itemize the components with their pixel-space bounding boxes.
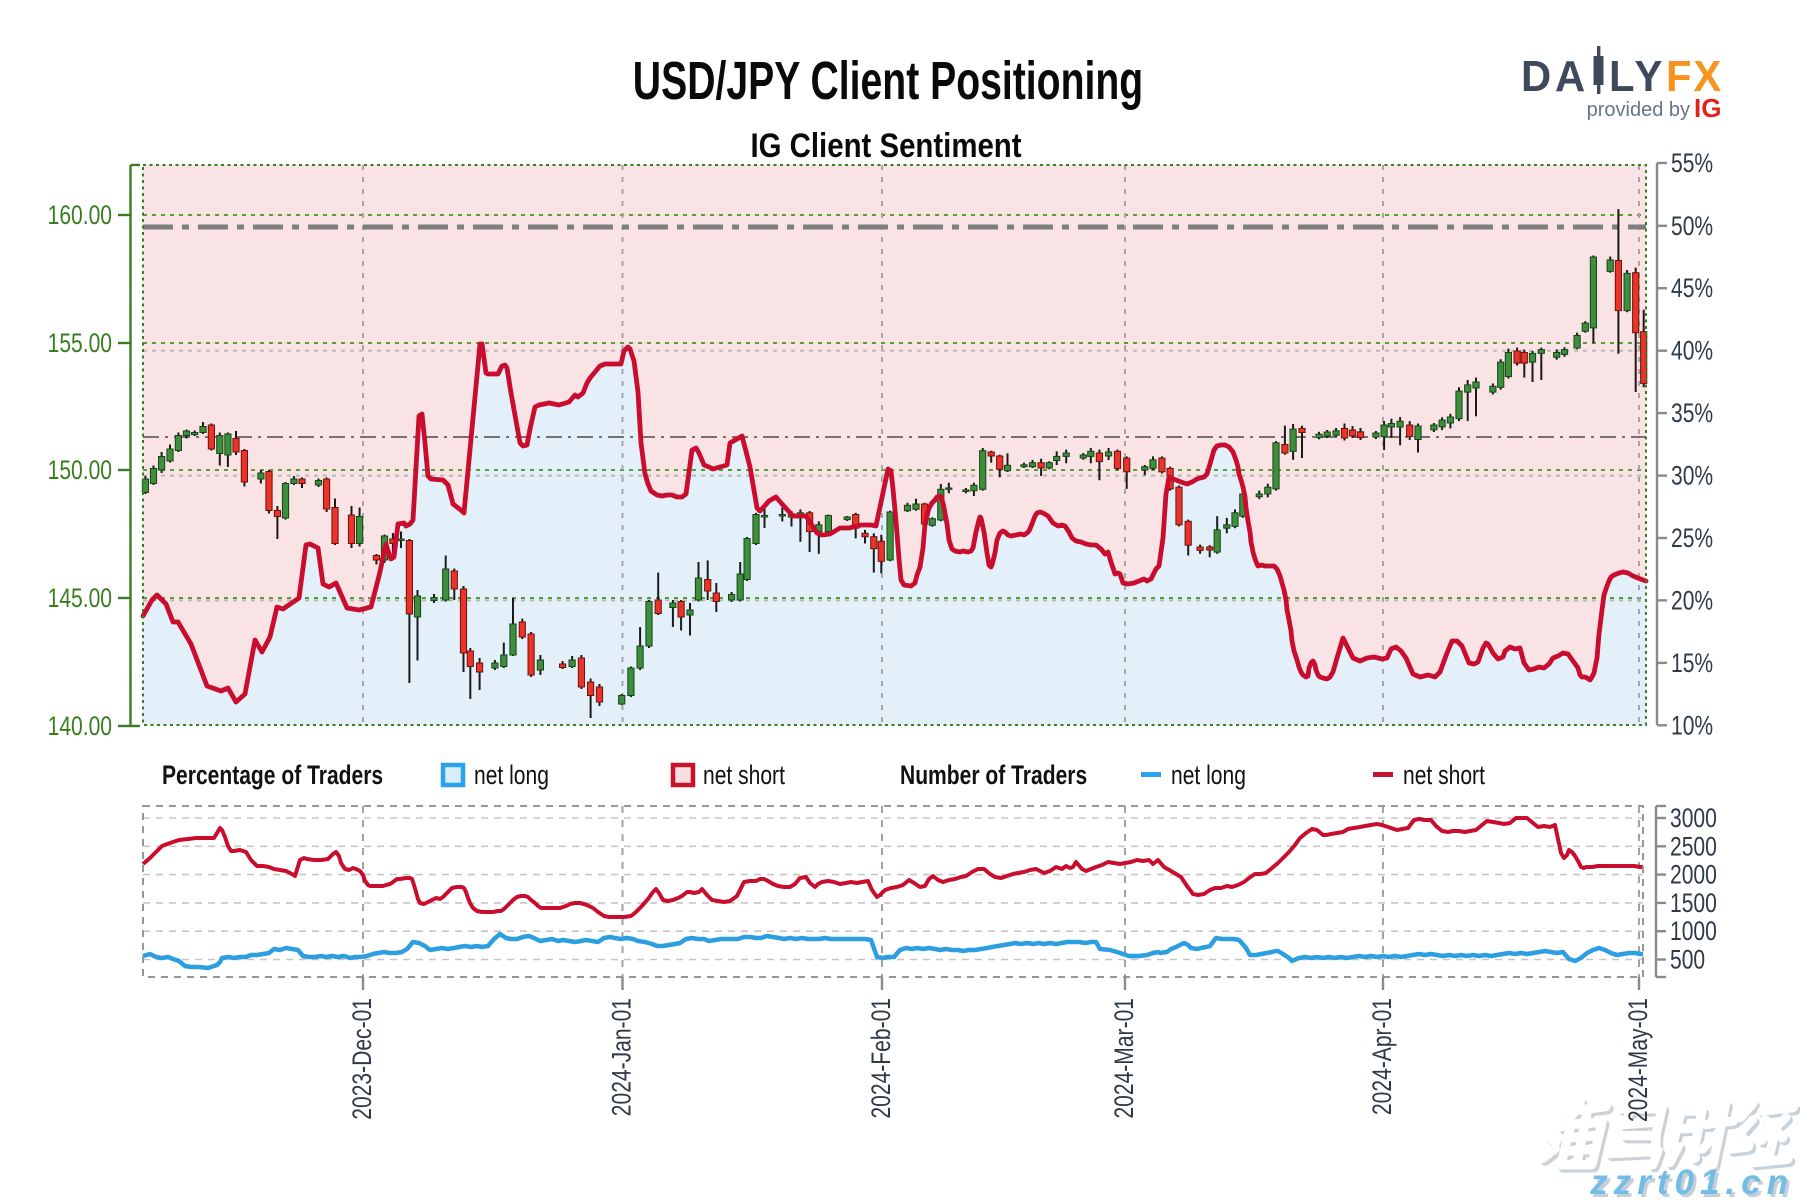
svg-text:USD/JPY Client Positioning: USD/JPY Client Positioning	[633, 50, 1143, 111]
svg-text:55%: 55%	[1671, 149, 1713, 179]
svg-text:145.00: 145.00	[48, 584, 112, 614]
svg-text:2024-May-01: 2024-May-01	[1624, 998, 1654, 1122]
svg-text:2024-Feb-01: 2024-Feb-01	[867, 998, 897, 1119]
svg-text:140.00: 140.00	[48, 712, 112, 742]
svg-text:net short: net short	[703, 761, 785, 791]
svg-text:2500: 2500	[1670, 832, 1717, 862]
svg-text:2024-Mar-01: 2024-Mar-01	[1110, 998, 1140, 1119]
svg-text:zzrt01.cn: zzrt01.cn	[1592, 1166, 1797, 1200]
svg-text:net long: net long	[1171, 761, 1246, 791]
svg-text:2024-Apr-01: 2024-Apr-01	[1368, 998, 1398, 1115]
svg-text:provided by: provided by	[1587, 99, 1690, 121]
svg-text:40%: 40%	[1671, 336, 1713, 366]
svg-text:1500: 1500	[1670, 888, 1717, 918]
svg-text:IG: IG	[1694, 93, 1721, 123]
svg-text:50%: 50%	[1671, 211, 1713, 241]
svg-text:160.00: 160.00	[48, 201, 112, 231]
svg-text:15%: 15%	[1671, 648, 1713, 678]
svg-text:30%: 30%	[1671, 461, 1713, 491]
svg-text:35%: 35%	[1671, 399, 1713, 429]
svg-text:IG Client Sentiment: IG Client Sentiment	[750, 126, 1021, 165]
svg-text:Number of Traders: Number of Traders	[900, 761, 1087, 791]
svg-text:2000: 2000	[1670, 860, 1717, 890]
svg-text:1000: 1000	[1670, 917, 1717, 947]
svg-text:FX: FX	[1666, 52, 1723, 101]
svg-text:150.00: 150.00	[48, 456, 112, 486]
svg-text:zzrt01.cn: zzrt01.cn	[1589, 1163, 1794, 1200]
svg-text:45%: 45%	[1671, 274, 1713, 304]
svg-text:500: 500	[1670, 945, 1705, 975]
svg-text:LY: LY	[1609, 52, 1666, 101]
svg-text:10%: 10%	[1671, 711, 1713, 741]
svg-text:20%: 20%	[1671, 586, 1713, 616]
svg-text:net long: net long	[474, 761, 549, 791]
svg-text:DA: DA	[1521, 52, 1589, 101]
svg-text:net short: net short	[1403, 761, 1485, 791]
svg-text:Percentage of Traders: Percentage of Traders	[162, 761, 383, 791]
svg-text:25%: 25%	[1671, 524, 1713, 554]
svg-text:3000: 3000	[1670, 804, 1717, 834]
svg-text:2023-Dec-01: 2023-Dec-01	[348, 998, 378, 1120]
svg-text:2024-Jan-01: 2024-Jan-01	[607, 998, 637, 1116]
svg-text:155.00: 155.00	[48, 329, 112, 359]
